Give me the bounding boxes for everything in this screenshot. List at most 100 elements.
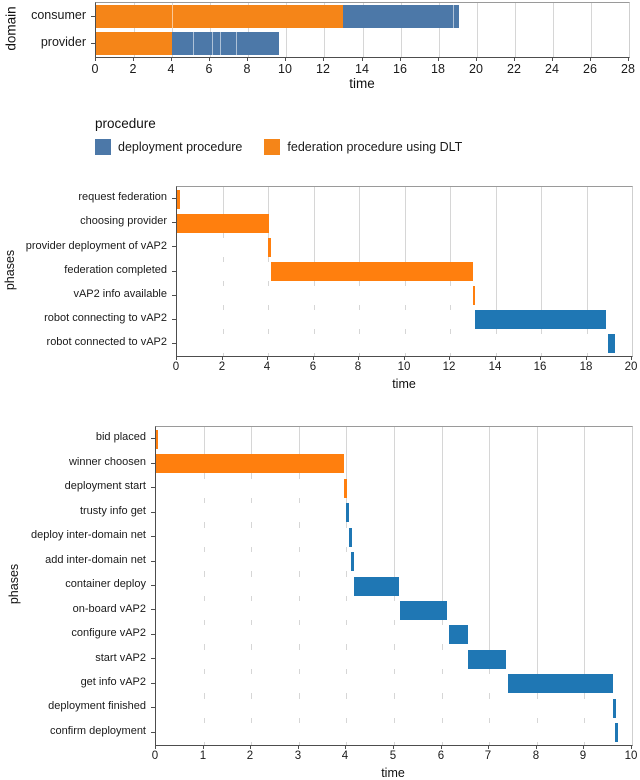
bar-segment-divider (220, 32, 221, 55)
y-tickmark (91, 43, 95, 44)
x-gridline (515, 3, 516, 57)
legend-item-federation: federation procedure using DLT (264, 139, 462, 155)
gantt-bar (156, 454, 344, 473)
x-tick-label: 20 (469, 62, 483, 76)
gantt-offset-cover (156, 674, 508, 693)
x-tick-label: 9 (579, 750, 587, 762)
gantt-offset-cover (177, 310, 475, 329)
x-gridline (587, 187, 588, 356)
category-label: on-board vAP2 (72, 603, 146, 615)
category-label: configure vAP2 (71, 627, 146, 639)
x-tick-label: 4 (341, 750, 349, 762)
x-tick-label: 7 (484, 750, 492, 762)
x-tick-label: 3 (294, 750, 302, 762)
gantt-bar (156, 430, 158, 449)
legend-item-deployment: deployment procedure (95, 139, 242, 155)
x-tickmark (176, 356, 177, 360)
gantt-bar (468, 650, 506, 669)
x-tick-label: 8 (354, 361, 362, 373)
gantt-offset-cover (156, 479, 344, 498)
gantt-bar (615, 723, 618, 742)
gantt-offset-cover (156, 699, 613, 718)
x-tickmark (298, 745, 299, 749)
x-tickmark (285, 57, 286, 61)
x-gridline (286, 3, 287, 57)
x-gridline (553, 3, 554, 57)
category-label: consumer (31, 8, 86, 22)
y-tickmark (151, 487, 155, 488)
x-tick-label: 18 (431, 62, 445, 76)
category-label: start vAP2 (95, 652, 146, 664)
x-gridline (439, 3, 440, 57)
y-tickmark (172, 246, 176, 247)
x-tickmark (404, 356, 405, 360)
x-gridline (477, 3, 478, 57)
x-tickmark (313, 356, 314, 360)
gantt-offset-cover (156, 528, 349, 547)
legend-swatch-federation-icon (264, 139, 281, 155)
category-label: vAP2 info available (73, 288, 167, 300)
x-tick-label: 16 (393, 62, 407, 76)
x-tick-label: 28 (621, 62, 635, 76)
y-tickmark (151, 512, 155, 513)
gantt-bar (172, 32, 279, 55)
y-tickmark (151, 536, 155, 537)
gantt-offset-cover (156, 650, 468, 669)
y-tickmark (172, 319, 176, 320)
x-gridline (134, 3, 135, 57)
category-label: add inter-domain net (45, 554, 146, 566)
gantt-bar (354, 577, 399, 596)
legend-items: deployment procedure federation procedur… (95, 139, 462, 155)
category-label: deployment finished (48, 700, 146, 712)
x-tickmark (209, 57, 210, 61)
x-tickmark (250, 745, 251, 749)
x-tick-label: 0 (151, 750, 159, 762)
x-tick-label: 10 (278, 62, 292, 76)
x-tick-label: 8 (243, 62, 251, 76)
x-tick-label: 4 (263, 361, 271, 373)
legend: procedure deployment procedure federatio… (95, 116, 462, 155)
x-tickmark (476, 57, 477, 61)
x-tickmark (590, 57, 591, 61)
x-tick-label: 24 (545, 62, 559, 76)
gantt-bar (177, 190, 180, 209)
legend-swatch-deployment-icon (95, 139, 111, 155)
x-tickmark (540, 356, 541, 360)
gantt-offset-cover (177, 238, 268, 257)
gantt-bar (449, 625, 468, 644)
plot-area (176, 186, 633, 357)
x-tick-label: 14 (355, 62, 369, 76)
x-tick-label: 10 (397, 361, 411, 373)
x-tickmark (345, 745, 346, 749)
x-tickmark (631, 356, 632, 360)
x-gridline (442, 427, 443, 745)
x-gridline (363, 3, 364, 57)
x-tick-label: 0 (91, 62, 99, 76)
x-tickmark (438, 57, 439, 61)
gantt-offset-cover (156, 552, 351, 571)
x-tick-label: 6 (205, 62, 213, 76)
bar-segment-divider (172, 5, 173, 28)
gantt-bar (608, 334, 615, 353)
x-tickmark (495, 356, 496, 360)
x-tickmark (514, 57, 515, 61)
y-axis-title: phases (7, 563, 21, 605)
x-tickmark (362, 57, 363, 61)
x-tickmark (536, 745, 537, 749)
gantt-bar (346, 503, 349, 522)
x-tickmark (628, 57, 629, 61)
bar-segment-divider (453, 5, 454, 28)
x-tick-label: 4 (167, 62, 175, 76)
x-tick-label: 12 (442, 361, 456, 373)
x-tickmark (393, 745, 394, 749)
y-tickmark (151, 609, 155, 610)
bar-segment-divider (212, 32, 213, 55)
gantt-offset-cover (156, 601, 400, 620)
x-tickmark (203, 745, 204, 749)
x-tick-label: 14 (488, 361, 502, 373)
x-gridline (584, 427, 585, 745)
x-tick-label: 2 (246, 750, 254, 762)
x-tick-label: 12 (316, 62, 330, 76)
x-tick-label: 0 (172, 361, 180, 373)
